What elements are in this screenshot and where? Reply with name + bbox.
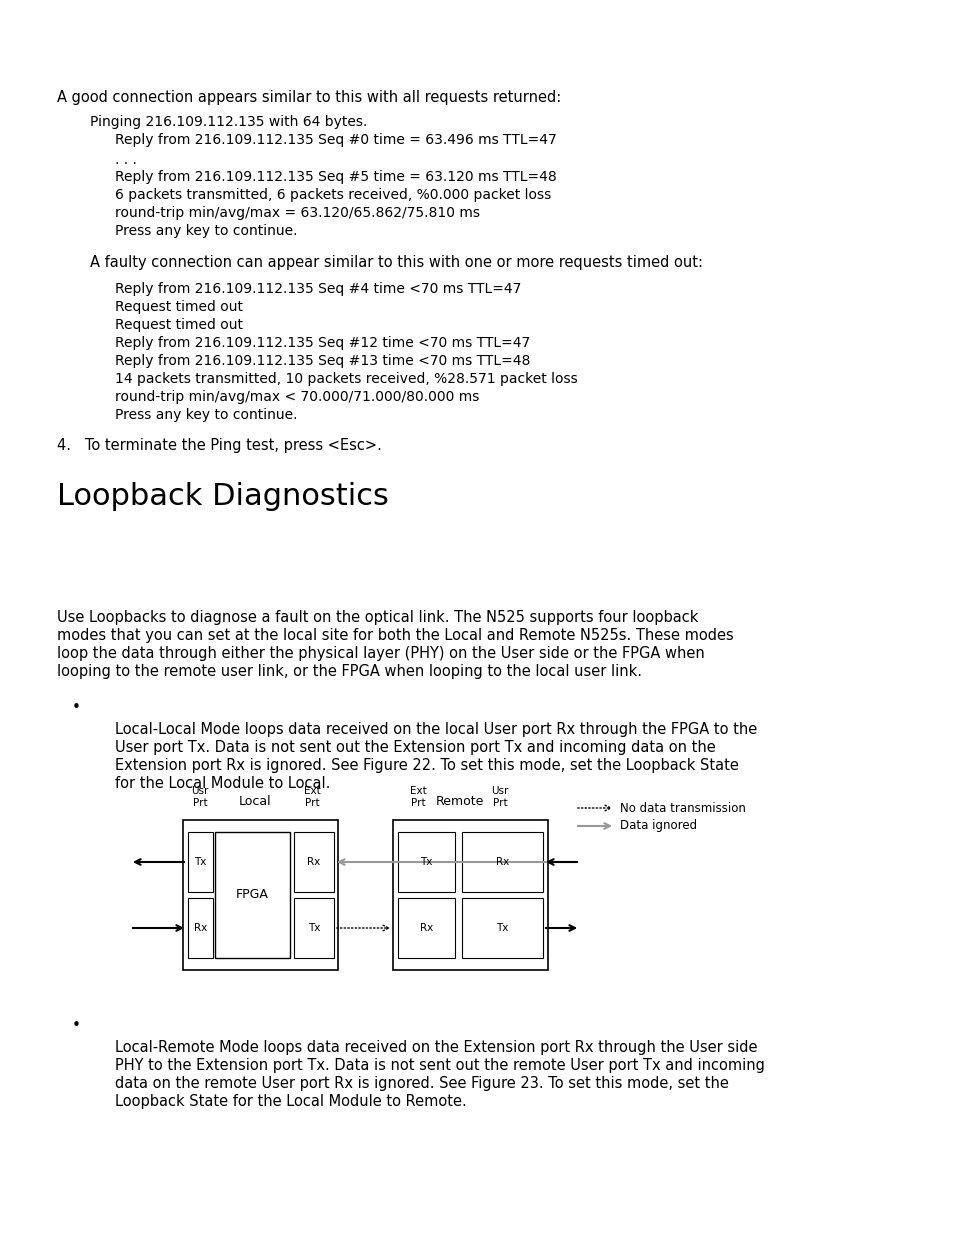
Text: Rx: Rx [419,923,433,932]
Text: Press any key to continue.: Press any key to continue. [115,408,297,422]
Bar [397,898,455,958]
Text: No data transmission: No data transmission [619,802,745,815]
Text: loop the data through either the physical layer (PHY) on the User side or the FP: loop the data through either the physica… [57,646,704,661]
Text: Request timed out: Request timed out [115,317,243,332]
Text: Press any key to continue.: Press any key to continue. [115,224,297,238]
Text: Use Loopbacks to diagnose a fault on the optical link. The N525 supports four lo: Use Loopbacks to diagnose a fault on the… [57,610,698,625]
Text: Reply from 216.109.112.135 Seq #13 time <70 ms TTL=48: Reply from 216.109.112.135 Seq #13 time … [115,354,530,368]
Text: PHY to the Extension port Tx. Data is not sent out the remote User port Tx and i: PHY to the Extension port Tx. Data is no… [115,1058,764,1073]
Text: Ext
Prt: Ext Prt [409,787,426,808]
Bar [188,832,213,892]
Bar [397,832,455,892]
Text: FPGA: FPGA [235,888,268,902]
Text: for the Local Module to Local.: for the Local Module to Local. [115,776,330,790]
Text: Usr
Prt: Usr Prt [491,787,508,808]
Text: looping to the remote user link, or the FPGA when looping to the local user link: looping to the remote user link, or the … [57,664,641,679]
Bar [188,898,213,958]
Text: . . .: . . . [115,153,136,167]
Text: Loopback State for the Local Module to Remote.: Loopback State for the Local Module to R… [115,1094,466,1109]
Text: Pinging 216.109.112.135 with 64 bytes.: Pinging 216.109.112.135 with 64 bytes. [90,115,367,128]
Bar [214,832,290,958]
Text: Reply from 216.109.112.135 Seq #0 time = 63.496 ms TTL=47: Reply from 216.109.112.135 Seq #0 time =… [115,133,557,147]
Text: Reply from 216.109.112.135 Seq #12 time <70 ms TTL=47: Reply from 216.109.112.135 Seq #12 time … [115,336,530,350]
Text: A faulty connection can appear similar to this with one or more requests timed o: A faulty connection can appear similar t… [90,254,702,270]
Bar [393,820,547,969]
Text: Remote: Remote [436,795,484,808]
Text: Rx: Rx [193,923,207,932]
Text: Local: Local [238,795,271,808]
Text: Local-Remote Mode loops data received on the Extension port Rx through the User : Local-Remote Mode loops data received on… [115,1040,757,1055]
Text: Reply from 216.109.112.135 Seq #5 time = 63.120 ms TTL=48: Reply from 216.109.112.135 Seq #5 time =… [115,170,557,184]
Text: User port Tx. Data is not sent out the Extension port Tx and incoming data on th: User port Tx. Data is not sent out the E… [115,740,715,755]
Text: Request timed out: Request timed out [115,300,243,314]
Text: Extension port Rx is ignored. See Figure 22. To set this mode, set the Loopback : Extension port Rx is ignored. See Figure… [115,758,739,773]
Text: round-trip min/avg/max < 70.000/71.000/80.000 ms: round-trip min/avg/max < 70.000/71.000/8… [115,390,478,404]
Bar [294,898,334,958]
Bar [294,832,334,892]
Text: Tx: Tx [194,857,207,867]
Text: Usr
Prt: Usr Prt [192,787,209,808]
Text: A good connection appears similar to this with all requests returned:: A good connection appears similar to thi… [57,90,560,105]
Text: •: • [71,700,81,715]
Text: Loopback Diagnostics: Loopback Diagnostics [57,482,389,511]
Text: Rx: Rx [496,857,509,867]
Text: Tx: Tx [496,923,508,932]
Text: data on the remote User port Rx is ignored. See Figure 23. To set this mode, set: data on the remote User port Rx is ignor… [115,1076,728,1091]
Text: round-trip min/avg/max = 63.120/65.862/75.810 ms: round-trip min/avg/max = 63.120/65.862/7… [115,206,479,220]
Text: Local-Local Mode loops data received on the local User port Rx through the FPGA : Local-Local Mode loops data received on … [115,722,757,737]
Text: Reply from 216.109.112.135 Seq #4 time <70 ms TTL=47: Reply from 216.109.112.135 Seq #4 time <… [115,282,521,296]
Text: 4.   To terminate the Ping test, press <Esc>.: 4. To terminate the Ping test, press <Es… [57,438,381,453]
Text: 6 packets transmitted, 6 packets received, %0.000 packet loss: 6 packets transmitted, 6 packets receive… [115,188,551,203]
Bar [461,832,542,892]
Text: Tx: Tx [420,857,433,867]
Text: Rx: Rx [307,857,320,867]
Text: Tx: Tx [308,923,320,932]
Text: modes that you can set at the local site for both the Local and Remote N525s. Th: modes that you can set at the local site… [57,629,733,643]
Bar [183,820,337,969]
Text: Data ignored: Data ignored [619,820,697,832]
Text: 14 packets transmitted, 10 packets received, %28.571 packet loss: 14 packets transmitted, 10 packets recei… [115,372,578,387]
Text: Ext
Prt: Ext Prt [303,787,320,808]
Text: •: • [71,1018,81,1032]
Bar [461,898,542,958]
